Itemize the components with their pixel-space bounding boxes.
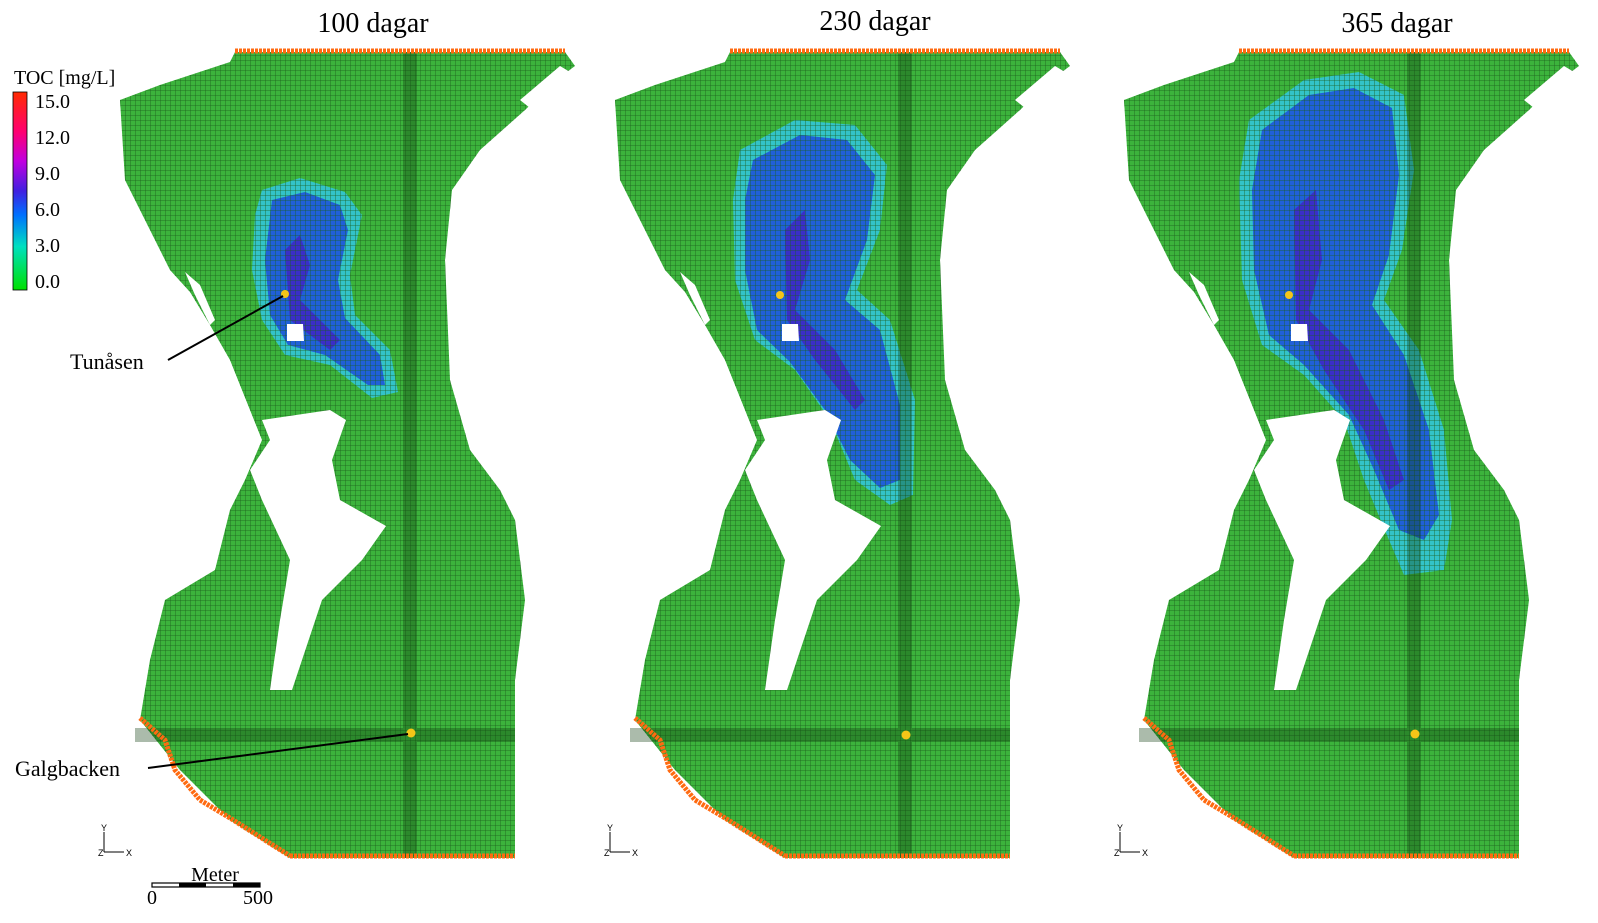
scale-tick: 0 xyxy=(147,887,157,909)
well-marker xyxy=(776,291,784,299)
legend-title: TOC [mg/L] xyxy=(14,67,115,89)
legend-label: 0.0 xyxy=(35,271,60,293)
axis-x: X xyxy=(1142,848,1148,858)
axis-z: Z xyxy=(98,848,104,858)
grid-overlay xyxy=(120,51,1579,858)
map-shape xyxy=(610,832,630,852)
map-shape xyxy=(1120,832,1140,852)
well-marker xyxy=(407,729,416,738)
axis-z: Z xyxy=(1114,848,1120,858)
well-marker xyxy=(1285,291,1293,299)
axis-z: Z xyxy=(604,848,610,858)
well-label: Galgbacken xyxy=(15,756,120,781)
figure: 100 dagar 230 dagar 365 dagar TOC [mg/L]… xyxy=(0,0,1598,923)
well-marker xyxy=(902,731,911,740)
legend-bar xyxy=(13,92,27,290)
axis-y: Y xyxy=(101,823,107,833)
axis-y: Y xyxy=(1117,823,1123,833)
panel-title: 365 dagar xyxy=(1341,8,1453,39)
well-marker xyxy=(1411,730,1420,739)
scale-bar: Meter 0 500 xyxy=(147,864,273,909)
panel-title: 100 dagar xyxy=(317,8,429,39)
axis-y: Y xyxy=(607,823,613,833)
map-shape xyxy=(179,883,206,887)
legend-label: 9.0 xyxy=(35,163,60,185)
legend-label: 3.0 xyxy=(35,235,60,257)
panel-title: 230 dagar xyxy=(819,6,931,37)
legend-label: 15.0 xyxy=(35,91,70,113)
well-label: Tunåsen xyxy=(70,349,144,374)
axis-x: X xyxy=(126,848,132,858)
scale-tick: 500 xyxy=(243,887,273,909)
legend-label: 12.0 xyxy=(35,127,70,149)
map-shape xyxy=(104,832,124,852)
legend-label: 6.0 xyxy=(35,199,60,221)
axis-x: X xyxy=(632,848,638,858)
